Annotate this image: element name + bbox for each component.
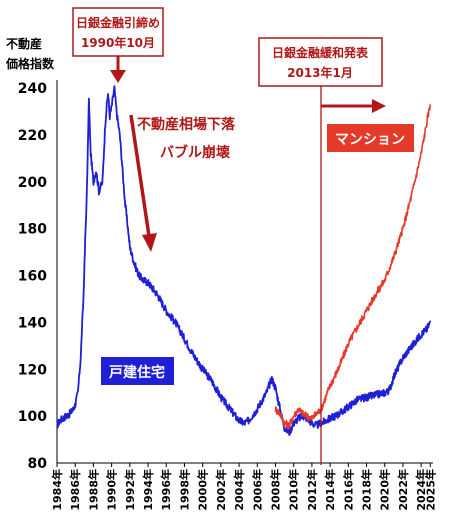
y-tick-label: 240 <box>18 81 47 97</box>
x-tick-label: 2008年 <box>268 469 282 511</box>
series-line-house <box>56 85 432 436</box>
callout-market-decline: 不動産相場下落 バブル崩壊 <box>129 114 236 252</box>
legend-label: 戸建住宅 <box>109 364 165 381</box>
y-tick-label: 200 <box>18 175 47 191</box>
legend-label: マンション <box>335 132 405 148</box>
x-tick-label: 2020年 <box>378 469 392 511</box>
y-tick-label: 120 <box>18 362 47 378</box>
y-tick-label: 160 <box>18 269 47 285</box>
x-tick-label: 2012年 <box>305 469 319 511</box>
x-tick-label: 1986年 <box>68 469 82 511</box>
legend-box <box>327 124 414 152</box>
x-tick-label: 2024年 <box>414 469 428 511</box>
x-tick-label: 2014年 <box>323 469 337 511</box>
x-tick-label: 2016年 <box>341 469 355 511</box>
callout-line-2: バブル崩壊 <box>160 144 231 161</box>
legend-house: 戸建住宅 <box>101 357 174 385</box>
x-tick-label: 1988年 <box>86 469 100 511</box>
callout-line-1: 不動産相場下落 <box>137 116 236 133</box>
axes-layer: 80 100 120 140 160 180 200 220 240 1984年 1986年 1988… <box>18 80 437 511</box>
y-tick-label: 80 <box>28 456 48 472</box>
annotation-line-2: 2013年1月 <box>287 65 353 80</box>
legend-box <box>101 357 174 385</box>
annotation-line-2: 1990年10月 <box>81 35 155 50</box>
x-tick-label: 2010年 <box>287 469 301 511</box>
decline-arrow-shaft <box>129 114 151 237</box>
x-tick-label: 2002年 <box>214 469 228 511</box>
series-line-condo <box>274 104 432 430</box>
x-tick-label: 2022年 <box>396 469 410 511</box>
x-tick-label: 2004年 <box>232 469 246 511</box>
arrow-down-icon <box>142 233 157 252</box>
x-tick-label: 1998年 <box>177 469 191 511</box>
x-tick-label: 2006年 <box>250 469 264 511</box>
annotation-boj-tightening: 日銀金融引締め 1990年10月 <box>72 7 164 83</box>
arrow-down-icon <box>110 70 126 83</box>
annotation-box <box>72 7 164 57</box>
x-tick-label: 1994年 <box>141 469 155 511</box>
x-tick-label: 2025年 <box>423 469 437 511</box>
annotation-line-1: 日銀金融緩和発表 <box>272 45 369 60</box>
annotation-boj-easing: 日銀金融緩和発表 2013年1月 <box>258 37 386 465</box>
series-layer <box>56 85 432 436</box>
y-tick-label: 140 <box>18 315 47 331</box>
x-tick-label: 2018年 <box>360 469 374 511</box>
x-tick-label: 1996年 <box>159 469 173 511</box>
annotation-box <box>258 37 383 87</box>
ylabel-line-2: 価格指数 <box>5 56 55 71</box>
ylabel-line-1: 不動産 <box>6 36 42 51</box>
y-tick-label: 100 <box>18 409 47 425</box>
x-tick-label: 1990年 <box>105 469 119 511</box>
x-tick-label: 2000年 <box>196 469 210 511</box>
x-tick-label: 1992年 <box>123 469 137 511</box>
x-tick-label: 1984年 <box>50 469 64 511</box>
y-tick-label: 180 <box>18 222 47 238</box>
arrow-right-icon <box>372 99 386 113</box>
y-tick-label: 220 <box>18 128 47 144</box>
legend-condo: マンション <box>327 124 414 152</box>
annotation-line-1: 日銀金融引締め <box>76 15 160 30</box>
